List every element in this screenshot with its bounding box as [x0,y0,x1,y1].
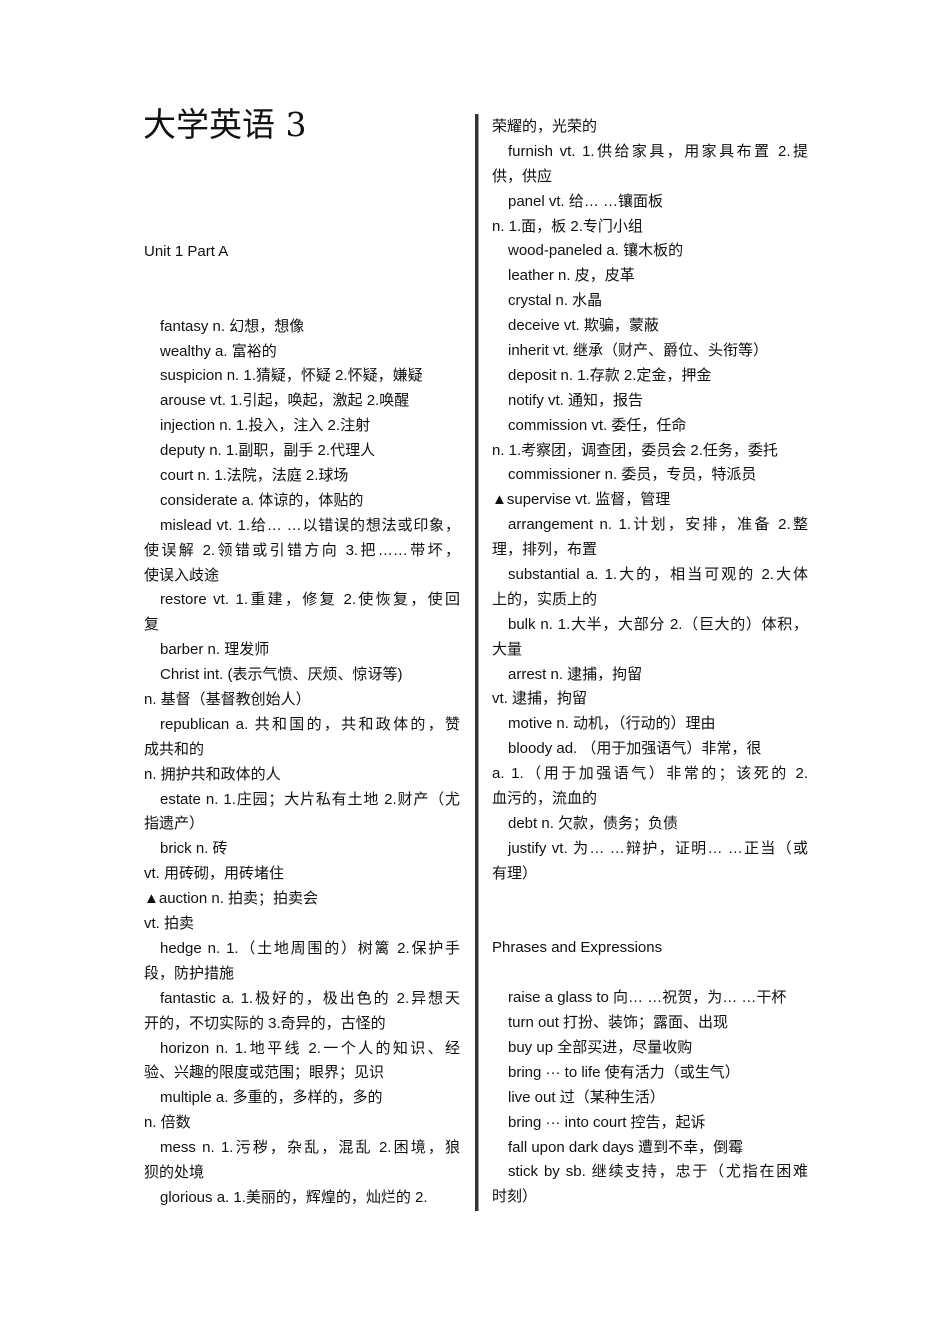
document-title: 大学英语 3 [143,105,307,144]
continuation-line: n. 倍数 [144,1114,191,1132]
continuation-line: n. 1.面，板 2.专门小组 [492,217,643,235]
entry-line: arouse vt. 1.引起，唤起，激起 2.唤醒 [160,392,410,410]
entry-line: arrest n. 逮捕，拘留 [508,665,643,683]
continuation-line: ▲supervise vt. 监督，管理 [492,491,671,509]
entry-line: deposit n. 1.存款 2.定金，押金 [508,366,712,384]
continuation-line: 供，供应 [492,167,553,185]
left-column: Unit 1 Part A fantasy n. 幻想，想像 wealthy a. … [144,240,460,1211]
entry-line: suspicion n. 1.猜疑，怀疑 2.怀疑，嫌疑 [160,367,423,385]
continuation-line: 时刻） [492,1188,538,1206]
blank-line [144,265,460,290]
entry-line: justify vt. 为… …辩护，证明… …正当（或 [508,839,808,857]
entry-line: Christ int. (表示气愤、厌烦、惊讶等) [160,666,403,684]
continuation-line: vt. 逮捕，拘留 [492,690,588,708]
entry-line: substantial a. 1.大的，相当可观的 2.大体 [508,566,808,584]
entry-line: deputy n. 1.副职，副手 2.代理人 [160,442,376,460]
entry-line: mislead vt. 1.给… …以错误的想法或印象， [160,516,460,534]
continuation-line: 验、兴趣的限度或范围；眼界；见识 [144,1064,385,1082]
continuation-line: 狈的处境 [144,1163,205,1181]
continuation-line: 使误入歧途 [144,566,220,584]
entry-line: live out 过（某种生活） [508,1088,665,1106]
entry-line: wealthy a. 富裕的 [160,342,277,360]
entry-line: estate n. 1.庄园；大片私有土地 2.财产（尤 [160,790,460,808]
entry-line: commission vt. 委任，任命 [508,416,687,434]
entry-line: buy up 全部买进，尽量收购 [508,1038,693,1056]
continuation-line: n. 1.考察团，调查团，委员会 2.任务，委托 [492,441,778,459]
entry-line: fantasy n. 幻想，想像 [160,317,305,335]
entry-line: court n. 1.法院，法庭 2.球场 [160,467,349,485]
entry-line: notify vt. 通知，报告 [508,391,644,409]
entry-line: considerate a. 体谅的，体贴的 [160,491,364,509]
entry-line: republican a. 共和国的，共和政体的，赞 [160,715,460,733]
entry-line: commissioner n. 委员，专员，特派员 [508,466,757,484]
entry-line: bring ··· to life 使有活力（或生气） [508,1063,740,1081]
entry-line: bulk n. 1.大半，大部分 2.（巨大的）体积， [508,615,808,633]
continuation-line: 上的，实质上的 [492,590,598,608]
continuation-line: 开的，不切实际的 3.奇异的，古怪的 [144,1014,386,1032]
continuation-line: 理，排列，布置 [492,541,598,559]
continuation-line: 指遗产） [144,815,205,833]
blank-line [492,961,808,986]
continuation-line: 有理） [492,864,538,882]
entry-line: horizon n. 1.地平线 2.一个人的知识、经 [160,1039,460,1057]
continuation-line: vt. 用砖砌，用砖堵住 [144,865,285,883]
entry-line: brick n. 砖 [160,840,228,858]
entry-line: multiple a. 多重的，多样的，多的 [160,1089,383,1107]
continuation-line: Phrases and Expressions [492,939,663,957]
entry-line: motive n. 动机，（行动的）理由 [508,715,716,733]
right-column: 荣耀的，光荣的 furnish vt. 1.供给家具，用家具布置 2.提供，供应 p… [492,115,808,1210]
entry-line: inherit vt. 继承（财产、爵位、头衔等） [508,342,769,360]
entry-line: crystal n. 水晶 [508,292,603,310]
continuation-line: 荣耀的，光荣的 [492,118,598,135]
continuation-line: 使误解 2.领错或引错方向 3.把……带坏， [144,541,460,559]
entry-line: leather n. 皮，皮革 [508,267,635,285]
entry-line: stick by sb. 继续支持，忠于（尤指在困难 [508,1163,808,1181]
entry-line: bring ··· into court 控告，起诉 [508,1113,706,1131]
blank-line [144,290,460,315]
entry-line: raise a glass to 向… …祝贺，为… …干杯 [508,989,787,1007]
entry-line: glorious a. 1.美丽的，辉煌的，灿烂的 2. [160,1188,428,1206]
entry-line: deceive vt. 欺骗，蒙蔽 [508,317,659,335]
entry-line: hedge n. 1.（土地周围的）树篱 2.保护手 [160,939,460,957]
continuation-line: a. 1.（用于加强语气）非常的；该死的 2. [492,765,808,783]
entry-line: injection n. 1.投入，注入 2.注射 [160,417,371,435]
continuation-line: vt. 拍卖 [144,915,195,933]
entry-line: wood-paneled a. 镶木板的 [508,242,684,260]
continuation-line: ▲auction n. 拍卖；拍卖会 [144,890,319,908]
continuation-line: n. 基督（基督教创始人） [144,691,311,709]
entry-line: panel vt. 给… …镶面板 [508,192,664,210]
continuation-line: 复 [144,616,160,634]
continuation-line: n. 拥护共和政体的人 [144,765,281,783]
continuation-line: Unit 1 Part A [144,243,229,260]
entry-line: barber n. 理发师 [160,641,270,659]
blank-line [492,912,808,937]
entry-line: bloody ad. （用于加强语气）非常，很 [508,740,762,758]
continuation-line: 成共和的 [144,740,205,758]
continuation-line: 段，防护措施 [144,964,235,982]
entry-line: furnish vt. 1.供给家具，用家具布置 2.提 [508,142,808,160]
entry-line: fantastic a. 1.极好的，极出色的 2.异想天 [160,989,460,1007]
entry-line: turn out 打扮、装饰；露面、出现 [508,1014,729,1032]
entry-line: debt n. 欠款，债务；负债 [508,814,679,832]
blank-line [492,887,808,912]
column-divider [475,114,479,1211]
continuation-line: 血污的，流血的 [492,790,598,808]
continuation-line: 大量 [492,640,523,658]
entry-line: restore vt. 1.重建，修复 2.使恢复，使回 [160,591,460,609]
entry-line: mess n. 1.污秽，杂乱，混乱 2.困境，狼 [160,1139,460,1157]
entry-line: arrangement n. 1.计划，安排，准备 2.整 [508,516,808,534]
entry-line: fall upon dark days 遭到不幸，倒霉 [508,1138,744,1156]
